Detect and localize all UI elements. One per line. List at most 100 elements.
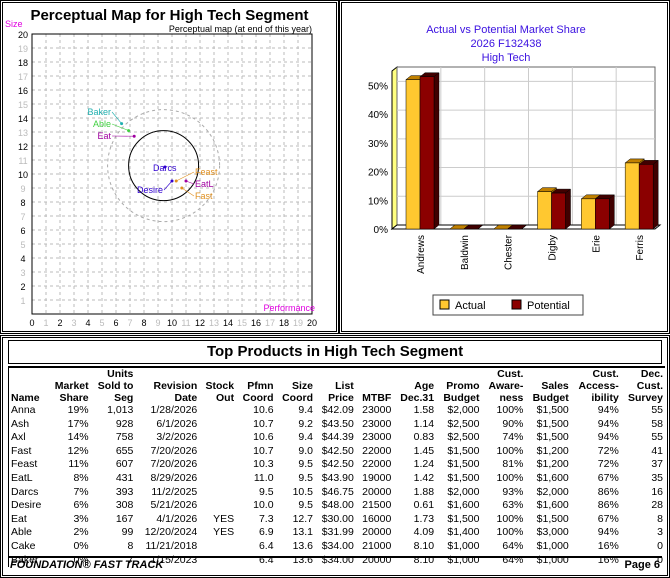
table-cell: $1,400 — [447, 526, 480, 539]
table-cell: 393 — [115, 485, 134, 498]
header-line: Access- — [578, 380, 619, 392]
table-cell: 8 — [657, 512, 663, 525]
table-cell: 20000 — [362, 485, 392, 498]
table-cell: 72% — [597, 444, 619, 457]
bar-potential-digby — [551, 192, 566, 230]
table-cell — [199, 540, 236, 554]
bar-potential-erie — [595, 198, 610, 230]
x-tick-label: 13 — [209, 318, 219, 328]
header-line: Size — [291, 380, 313, 392]
column-header: Size Coord — [276, 367, 315, 404]
table-cell: 9.5 — [298, 458, 313, 471]
table-cell: 17% — [67, 417, 89, 430]
bar-potential-ferris — [638, 164, 654, 230]
header-line — [278, 368, 313, 380]
product-marker — [127, 129, 131, 133]
table-cell — [199, 431, 236, 445]
y-tick-label: 18 — [18, 58, 28, 68]
table-cell: 16 — [651, 485, 663, 498]
header-line: Cust. — [497, 368, 524, 380]
table-cell: Anna — [11, 404, 36, 416]
bar-side — [609, 194, 615, 230]
y-tick-label: 2 — [20, 282, 25, 292]
column-header: Name — [9, 367, 48, 404]
table-cell: 28 — [651, 499, 663, 512]
table-cell: 10.7 — [253, 444, 274, 457]
table-row: EatL 8% 431 8/29/2026 11.0 9.5 $43.90 19000 1.42… — [9, 472, 666, 486]
table-cell: 12% — [67, 444, 89, 457]
table-cell — [199, 404, 236, 418]
y-tick-label: 10% — [368, 196, 388, 207]
header-line: Coord — [282, 392, 313, 404]
column-header: Dec. Cust. Survey — [621, 367, 665, 404]
table-cell: 100% — [496, 444, 524, 457]
table-cell: $48.00 — [321, 499, 354, 512]
table-cell: YES — [213, 512, 235, 525]
table-cell: $1,500 — [447, 471, 480, 484]
header-line: ibility — [591, 392, 619, 404]
table-cell: 2% — [73, 526, 89, 539]
legend-swatch-potential — [511, 299, 522, 310]
chart-title-line: Actual vs Potential Market Share — [426, 24, 586, 36]
x-tick-label: 10 — [167, 318, 177, 328]
table-cell: 1/28/2026 — [150, 404, 198, 416]
column-header: Cust. Aware-ness — [482, 367, 526, 404]
header-line: Seg — [114, 392, 134, 404]
label-leader-line — [163, 180, 173, 191]
product-label-eatl: EatL — [195, 179, 214, 189]
table-cell: Darcs — [11, 485, 39, 498]
table-cell: 11% — [68, 458, 89, 471]
table-cell: $2,500 — [447, 431, 480, 444]
map-subtitle: Perceptual map (at end of this year) — [169, 24, 312, 34]
header-line — [358, 380, 392, 392]
table-cell: $42.50 — [321, 444, 354, 457]
market-share-chart: Actual vs Potential Market Share 2026 F13… — [368, 24, 662, 316]
table-cell: 72% — [597, 458, 619, 471]
table-cell: 7% — [73, 485, 89, 498]
table-cell: 94% — [597, 404, 619, 416]
x-tick-label: 11 — [181, 318, 190, 328]
table-cell: 607 — [115, 458, 134, 471]
y-tick-label: 7 — [20, 212, 25, 222]
table-cell: 4.09 — [413, 526, 435, 539]
outer-segment-circle — [107, 109, 221, 223]
perceptual-map: 0 112233445566778899101011111212131314141… — [5, 19, 317, 328]
table-cell: 9.4 — [298, 404, 313, 416]
legend-label-potential: Potential — [527, 300, 570, 312]
header-line: Promo — [446, 380, 480, 392]
table-cell: 6% — [73, 499, 89, 512]
table-cell: 3% — [73, 512, 89, 525]
table-cell — [199, 418, 236, 432]
table-cell: 37 — [651, 458, 663, 471]
column-header: Cust. Access-ibility — [571, 367, 621, 404]
table-cell: 23000 — [362, 404, 392, 416]
bar-side — [477, 224, 483, 230]
header-line: Share — [59, 392, 89, 404]
bar-actual-andrews — [405, 79, 421, 230]
table-cell: $1,500 — [536, 417, 569, 430]
table-cell: 100% — [496, 512, 524, 525]
table-cell: 655 — [115, 444, 134, 457]
table-cell: 10.7 — [253, 417, 274, 430]
table-cell: $1,200 — [536, 458, 569, 471]
table-row: Anna 19% 1,013 1/28/2026 10.6 9.4 $42.09 23000 1… — [9, 404, 666, 418]
table-cell: 928 — [115, 417, 134, 430]
table-cell: 19000 — [362, 471, 392, 484]
table-cell: 0% — [73, 539, 89, 552]
header-line — [527, 368, 568, 380]
header-line: Pfmn — [247, 380, 274, 392]
header-line — [317, 368, 354, 380]
header-line: Stock — [205, 380, 235, 392]
market-share-chart-panel: Actual vs Potential Market Share 2026 F13… — [339, 0, 670, 334]
bar-actual-ferris — [624, 162, 640, 230]
table-cell: 20000 — [362, 526, 392, 539]
y-tick-label: 40% — [368, 110, 388, 121]
label-leader-line — [176, 171, 195, 182]
table-row: Eat 3% 167 4/1/2026 YES 7.3 12.7 $30.00 16000 1.7… — [9, 513, 666, 527]
table-cell: $46.75 — [321, 485, 354, 498]
table-cell: 86% — [597, 485, 619, 498]
x-tick-label: 5 — [99, 318, 104, 328]
plot-frame — [31, 33, 313, 315]
y-tick-label: 4 — [20, 254, 25, 264]
table-cell: 19% — [67, 404, 89, 416]
